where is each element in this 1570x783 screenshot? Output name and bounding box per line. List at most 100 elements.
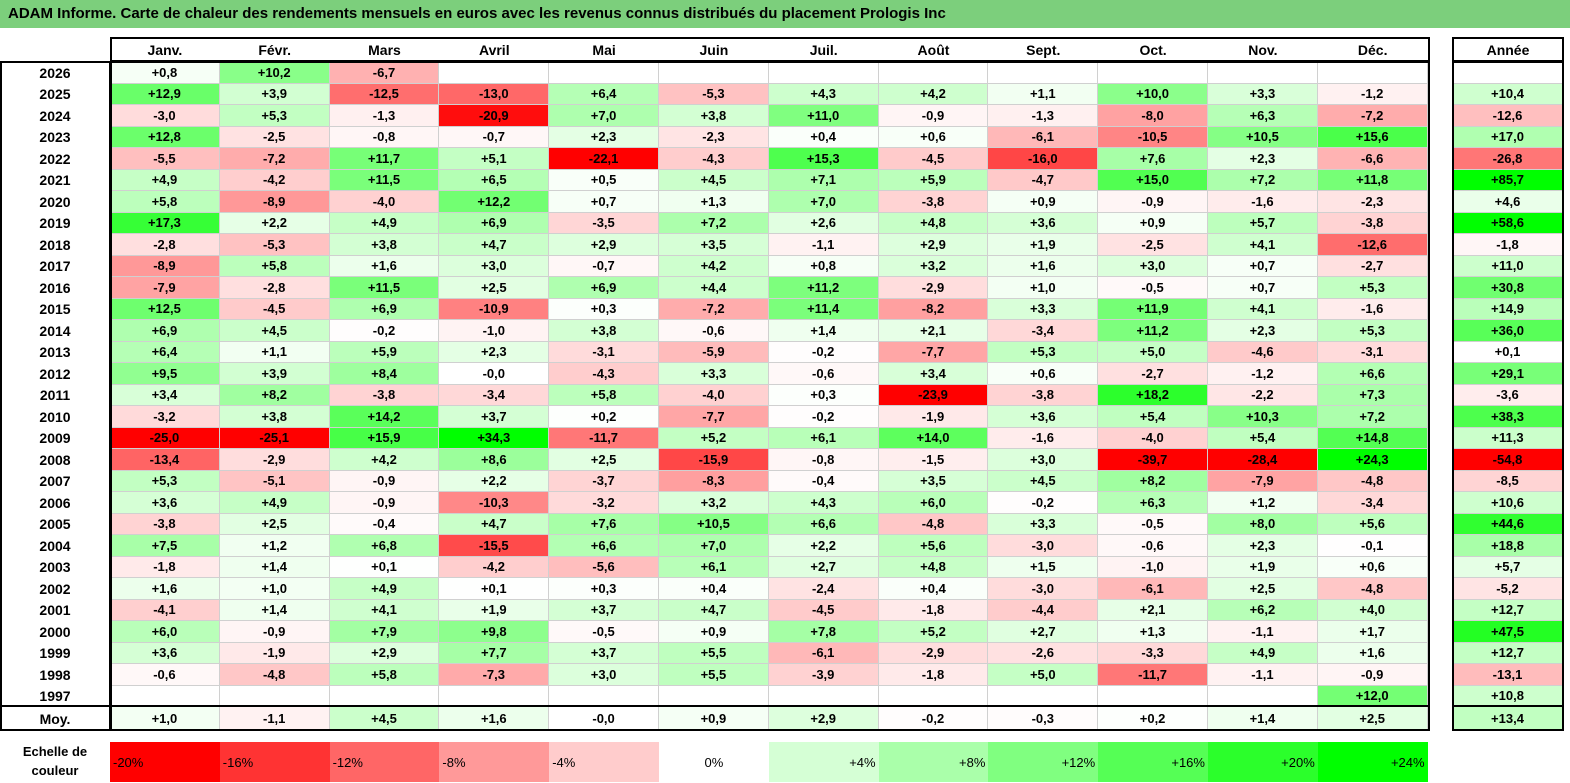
annual-cell: -1,8: [1452, 234, 1564, 256]
heatmap-cell: +3,8: [549, 320, 659, 342]
heatmap-cell: +5,6: [1317, 513, 1428, 535]
heatmap-cell: +11,2: [1098, 320, 1208, 342]
heatmap-cell: +5,6: [878, 535, 989, 557]
heatmap-cell: +6,6: [1317, 363, 1428, 385]
heatmap-cell: +8,2: [1098, 470, 1208, 492]
heatmap-cell: [549, 62, 659, 84]
annual-cell: +12,7: [1452, 642, 1564, 664]
heatmap-cell: +12,8: [110, 126, 220, 148]
heatmap-cell: +6,8: [329, 535, 440, 557]
heatmap-cell: -8,9: [219, 191, 330, 213]
annual-header: Année: [1486, 41, 1530, 58]
heatmap-cell: +2,5: [219, 513, 330, 535]
heatmap-cell: +3,8: [219, 406, 330, 428]
heatmap-cell: -0,9: [1098, 191, 1208, 213]
average-cell: +0,2: [1098, 706, 1208, 731]
heatmap-cell: -2,9: [878, 277, 989, 299]
heatmap-cell: [988, 62, 1099, 84]
heatmap-cell: [659, 62, 769, 84]
month-header: Févr.: [258, 41, 292, 58]
year-label: 2013: [39, 344, 71, 361]
heatmap-cell: -10,9: [439, 298, 550, 320]
heatmap-cell: -7,7: [878, 341, 989, 363]
heatmap-cell: +0,5: [549, 169, 659, 191]
heatmap-cell: +1,2: [219, 535, 330, 557]
heatmap-cell: +6,6: [549, 535, 659, 557]
annual-cell: -3,6: [1452, 384, 1564, 406]
heatmap-cell: +1,0: [219, 578, 330, 600]
heatmap-cell: -1,5: [878, 449, 989, 471]
annual-cell: +10,8: [1452, 685, 1564, 707]
heatmap-cell: -5,6: [549, 556, 659, 578]
heatmap-cell: [768, 685, 879, 707]
heatmap-cell: [1208, 685, 1318, 707]
heatmap-cell: +1,9: [1208, 556, 1318, 578]
heatmap-cell: +3,0: [549, 664, 659, 686]
month-header: Janv.: [147, 41, 183, 58]
heatmap-cell: [549, 685, 659, 707]
heatmap-cell: +3,0: [439, 255, 550, 277]
color-scale-swatch: +12%: [988, 742, 1099, 782]
heatmap-cell: -3,0: [988, 535, 1099, 557]
heatmap-cell: -13,4: [110, 449, 220, 471]
heatmap-cell: +1,4: [219, 556, 330, 578]
heatmap-cell: -1,9: [219, 642, 330, 664]
heatmap-cell: -0,9: [1317, 664, 1428, 686]
heatmap-cell: +5,9: [329, 341, 440, 363]
heatmap-cell: -6,6: [1317, 148, 1428, 170]
heatmap-cell: +0,7: [549, 191, 659, 213]
heatmap-cell: -13,0: [439, 83, 550, 105]
heatmap-cell: +11,4: [768, 298, 879, 320]
heatmap-cell: +10,0: [1098, 83, 1208, 105]
heatmap-cell: +5,8: [110, 191, 220, 213]
heatmap-cell: +3,2: [878, 255, 989, 277]
heatmap-cell: +0,3: [549, 298, 659, 320]
heatmap-cell: -2,5: [1098, 234, 1208, 256]
heatmap-cell: +3,6: [988, 406, 1099, 428]
heatmap-cell: +4,1: [329, 599, 440, 621]
heatmap-cell: +3,6: [988, 212, 1099, 234]
heatmap-cell: -4,2: [219, 169, 330, 191]
color-scale-swatch: 0%: [659, 742, 769, 782]
heatmap-cell: +4,0: [1317, 599, 1428, 621]
heatmap-cell: -6,1: [988, 126, 1099, 148]
month-header: Juil.: [809, 41, 838, 58]
average-cell: +0,9: [659, 706, 769, 731]
heatmap-cell: +5,4: [1208, 427, 1318, 449]
heatmap-cell: [329, 685, 440, 707]
heatmap-cell: +0,9: [1098, 212, 1208, 234]
heatmap-cell: -0,9: [219, 621, 330, 643]
month-header: Nov.: [1248, 41, 1278, 58]
heatmap-cell: -6,1: [768, 642, 879, 664]
annual-cell: +58,6: [1452, 212, 1564, 234]
heatmap-cell: -1,6: [988, 427, 1099, 449]
heatmap-cell: -1,2: [1208, 363, 1318, 385]
color-scale-label: Echelle de couleur: [0, 742, 110, 780]
heatmap-cell: -15,9: [659, 449, 769, 471]
heatmap-cell: -4,5: [878, 148, 989, 170]
color-scale-swatch: -12%: [329, 742, 440, 782]
heatmap-cell: -8,3: [659, 470, 769, 492]
year-label: 2010: [39, 408, 71, 425]
heatmap-cell: +3,9: [219, 83, 330, 105]
heatmap-cell: -2,3: [1317, 191, 1428, 213]
heatmap-cell: -4,4: [988, 599, 1099, 621]
month-header: Avril: [478, 41, 510, 58]
heatmap-cell: +5,0: [988, 664, 1099, 686]
color-scale-swatch: +4%: [768, 742, 879, 782]
heatmap-cell: +5,8: [329, 664, 440, 686]
annual-cell: +4,6: [1452, 191, 1564, 213]
color-scale-swatch: -16%: [219, 742, 330, 782]
year-label: 2011: [39, 387, 71, 404]
heatmap-cell: +0,4: [768, 126, 879, 148]
heatmap-cell: +2,9: [549, 234, 659, 256]
annual-cell: +85,7: [1452, 169, 1564, 191]
average-annual-cell: +13,4: [1452, 706, 1564, 731]
heatmap-cell: -0,1: [1317, 535, 1428, 557]
heatmap-cell: -7,2: [219, 148, 330, 170]
heatmap-cell: +11,8: [1317, 169, 1428, 191]
heatmap-cell: +3,0: [988, 449, 1099, 471]
heatmap-cell: +3,5: [659, 234, 769, 256]
heatmap-cell: -3,9: [768, 664, 879, 686]
heatmap-cell: -1,1: [768, 234, 879, 256]
